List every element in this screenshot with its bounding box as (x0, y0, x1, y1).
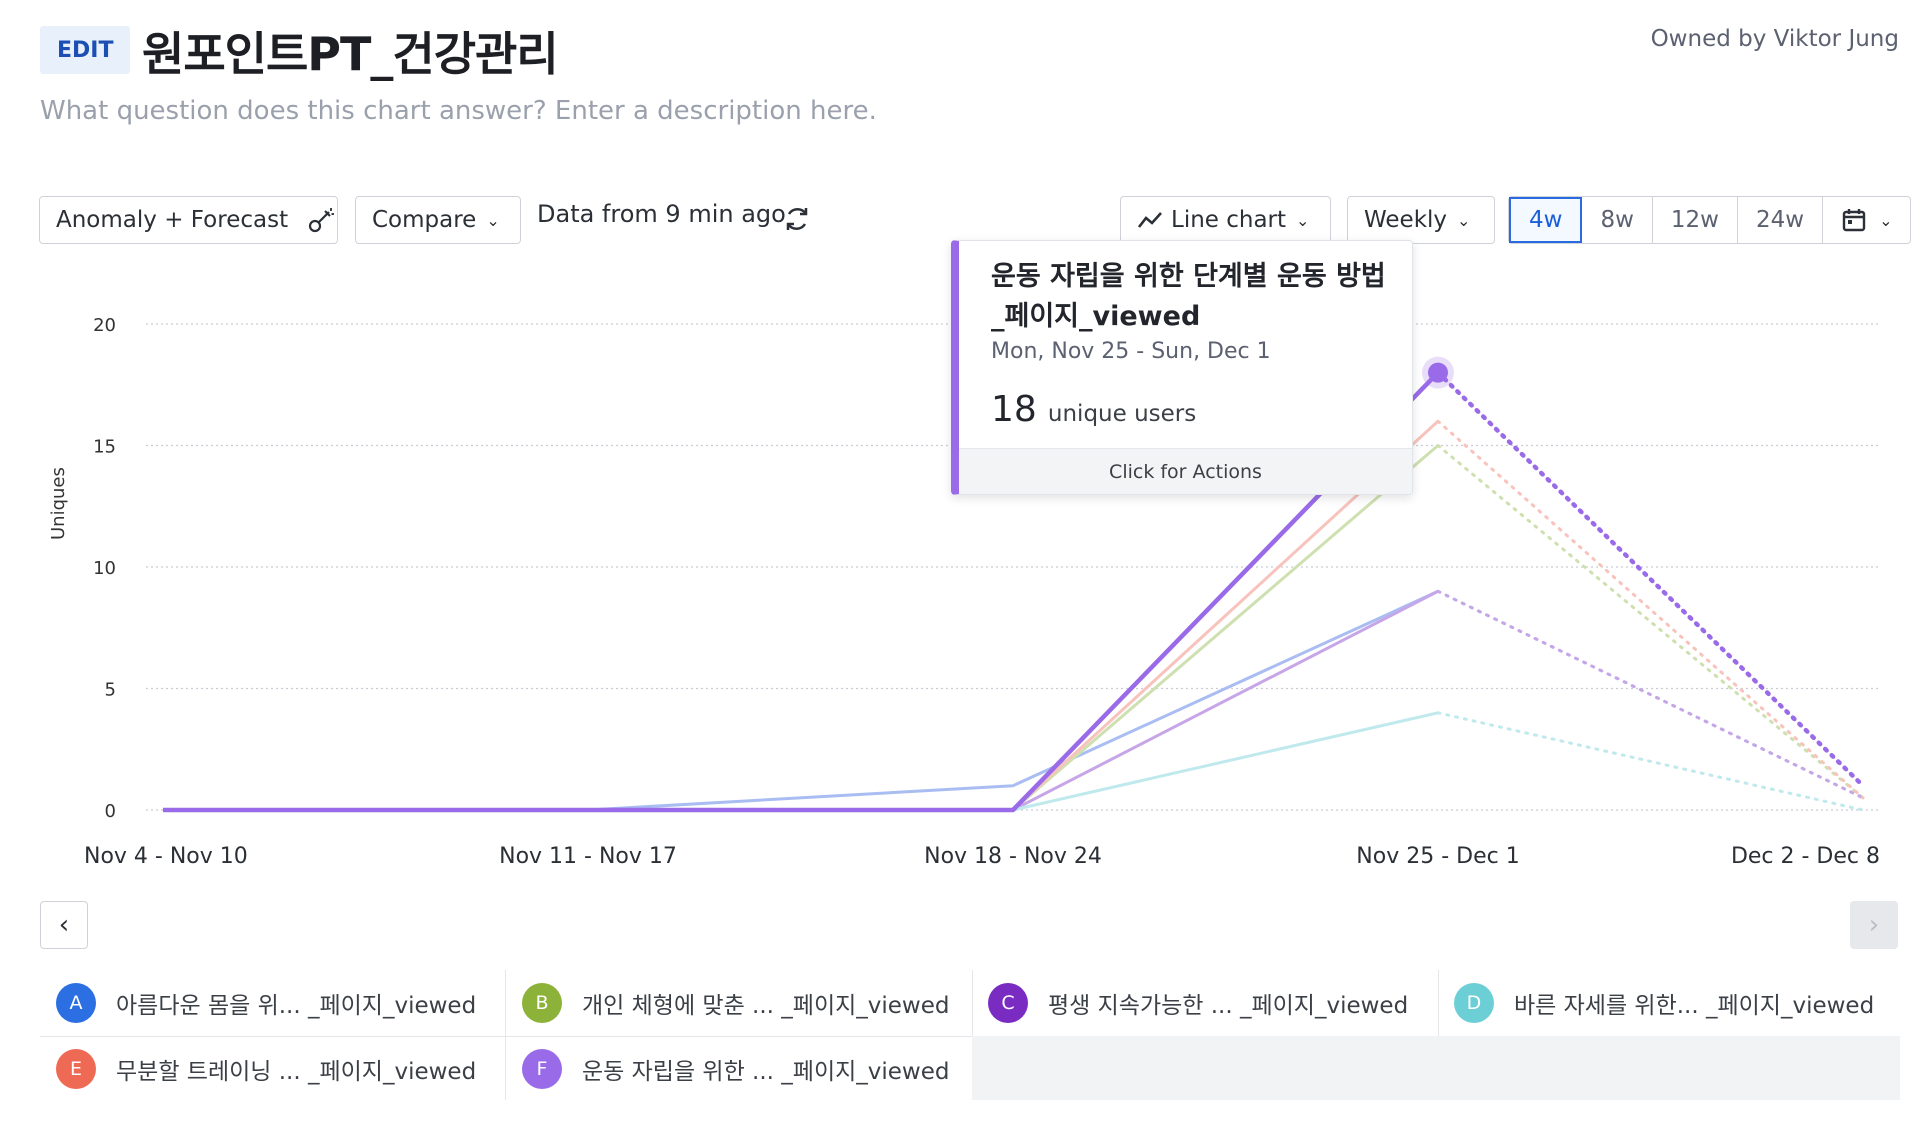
legend-label: 아름다운 몸을 위... _페이지_viewed (116, 993, 477, 1019)
forecast-line-D[interactable] (1436, 711, 1865, 812)
chart-legend: A 아름다운 몸을 위... _페이지_viewed B 개인 체형에 맞춘 ... … (40, 970, 1900, 1100)
x-tick-label: Nov 11 - Nov 17 (499, 844, 677, 869)
legend-divider (505, 970, 506, 1100)
tooltip-unit: unique users (1047, 401, 1197, 427)
y-tick-label: 5 (105, 680, 116, 701)
hover-point[interactable] (1428, 362, 1448, 383)
x-tick-label: Nov 4 - Nov 10 (84, 844, 248, 869)
compare-dropdown[interactable]: Compare ⌄ (355, 196, 521, 244)
y-tick-label: 20 (93, 315, 116, 336)
legend-label: 평생 지속가능한 ... _페이지_viewed (1048, 993, 1409, 1019)
legend-badge: C (988, 983, 1028, 1023)
legend-item-e[interactable]: E 무분할 트레이닝 ... _페이지_viewed (40, 1036, 505, 1102)
legend-item-b[interactable]: B 개인 체형에 맞춘 ... _페이지_viewed (506, 970, 971, 1036)
forecast-line-F[interactable] (1435, 370, 1866, 788)
range-12w[interactable]: 12w (1653, 197, 1738, 243)
page-title[interactable]: 원포인트PT_건강관리 (142, 27, 559, 81)
date-range-selector[interactable]: 4w 8w 12w 24w ⌄ (1508, 196, 1912, 244)
legend-label: 운동 자립을 위한 ... _페이지_viewed (582, 1059, 950, 1085)
legend-badge: E (56, 1049, 96, 1089)
y-tick-label: 15 (93, 437, 116, 458)
legend-item-a[interactable]: A 아름다운 몸을 위... _페이지_viewed (40, 970, 505, 1036)
chevron-left-icon[interactable]: ‹ (40, 901, 88, 949)
chevron-down-icon: ⌄ (1296, 210, 1310, 230)
data-freshness: Data from 9 min ago (537, 200, 786, 228)
legend-divider (40, 1036, 972, 1037)
anomaly-forecast-label: Anomaly + Forecast (56, 207, 289, 233)
chart-type-label: Line chart (1171, 207, 1287, 233)
calendar-icon (1841, 207, 1867, 233)
legend-divider (972, 970, 973, 1036)
refresh-icon[interactable] (780, 202, 814, 244)
legend-badge: A (56, 983, 96, 1023)
chevron-down-icon: ⌄ (486, 210, 500, 230)
tooltip-value: 18 unique users (991, 389, 1196, 430)
forecast-line-C[interactable] (1436, 589, 1865, 800)
legend-item-d[interactable]: D 바른 자세를 위한... _페이지_viewed (1438, 970, 1903, 1036)
legend-item-f[interactable]: F 운동 자립을 위한 ... _페이지_viewed (506, 1036, 971, 1102)
forecast-line-E[interactable] (1436, 419, 1865, 800)
x-tick-label: Nov 25 - Dec 1 (1356, 844, 1519, 869)
chevron-down-icon: ⌄ (1457, 210, 1471, 230)
legend-empty-area (972, 1036, 1900, 1100)
chevron-right-icon[interactable]: › (1850, 901, 1898, 949)
anomaly-forecast-button[interactable]: Anomaly + Forecast (39, 196, 338, 244)
legend-item-c[interactable]: C 평생 지속가능한 ... _페이지_viewed (972, 970, 1437, 1036)
range-24w[interactable]: 24w (1738, 197, 1824, 243)
tooltip-event-name: 운동 자립을 위한 단계별 운동 방법_페이지_viewed (991, 261, 1386, 332)
wand-icon (306, 205, 336, 235)
series-line-F[interactable] (163, 371, 1440, 813)
edit-button[interactable]: EDIT (40, 26, 131, 74)
series-line-A[interactable] (163, 589, 1439, 812)
x-tick-label: Dec 2 - Dec 8 (1731, 844, 1880, 869)
range-4w[interactable]: 4w (1509, 197, 1583, 243)
tooltip-date-range: Mon, Nov 25 - Sun, Dec 1 (991, 339, 1271, 364)
chevron-down-icon: ⌄ (1879, 210, 1893, 230)
legend-badge: B (522, 983, 562, 1023)
chart-tooltip[interactable]: 운동 자립을 위한 단계별 운동 방법_페이지_viewed Mon, Nov … (951, 240, 1413, 495)
forecast-line-B[interactable] (1436, 444, 1865, 800)
interval-label: Weekly (1364, 207, 1448, 233)
chart-type-dropdown[interactable]: Line chart ⌄ (1120, 196, 1331, 244)
x-tick-label: Nov 18 - Nov 24 (924, 844, 1102, 869)
y-tick-label: 0 (105, 801, 116, 822)
series-line-C[interactable] (163, 589, 1439, 812)
tooltip-number: 18 (991, 389, 1037, 430)
legend-badge: F (522, 1049, 562, 1089)
y-tick-label: 10 (93, 558, 116, 579)
tooltip-actions-button[interactable]: Click for Actions (959, 448, 1412, 494)
series-line-D[interactable] (163, 711, 1439, 812)
line-chart-icon (1137, 210, 1163, 230)
legend-divider (1438, 970, 1439, 1036)
owner-label: Owned by Viktor Jung (1650, 26, 1899, 52)
interval-dropdown[interactable]: Weekly ⌄ (1347, 196, 1495, 244)
legend-label: 개인 체형에 맞춘 ... _페이지_viewed (582, 993, 950, 1019)
description-field[interactable]: What question does this chart answer? En… (40, 96, 877, 126)
compare-label: Compare (372, 207, 477, 233)
range-8w[interactable]: 8w (1582, 197, 1653, 243)
calendar-picker[interactable]: ⌄ (1823, 197, 1910, 243)
legend-label: 바른 자세를 위한... _페이지_viewed (1514, 993, 1875, 1019)
legend-label: 무분할 트레이닝 ... _페이지_viewed (116, 1059, 477, 1085)
legend-badge: D (1454, 983, 1494, 1023)
line-chart[interactable]: 0 5 10 15 20 Nov 4 - Nov 10 Nov 11 - Nov 17 Nov… (0, 290, 1920, 880)
